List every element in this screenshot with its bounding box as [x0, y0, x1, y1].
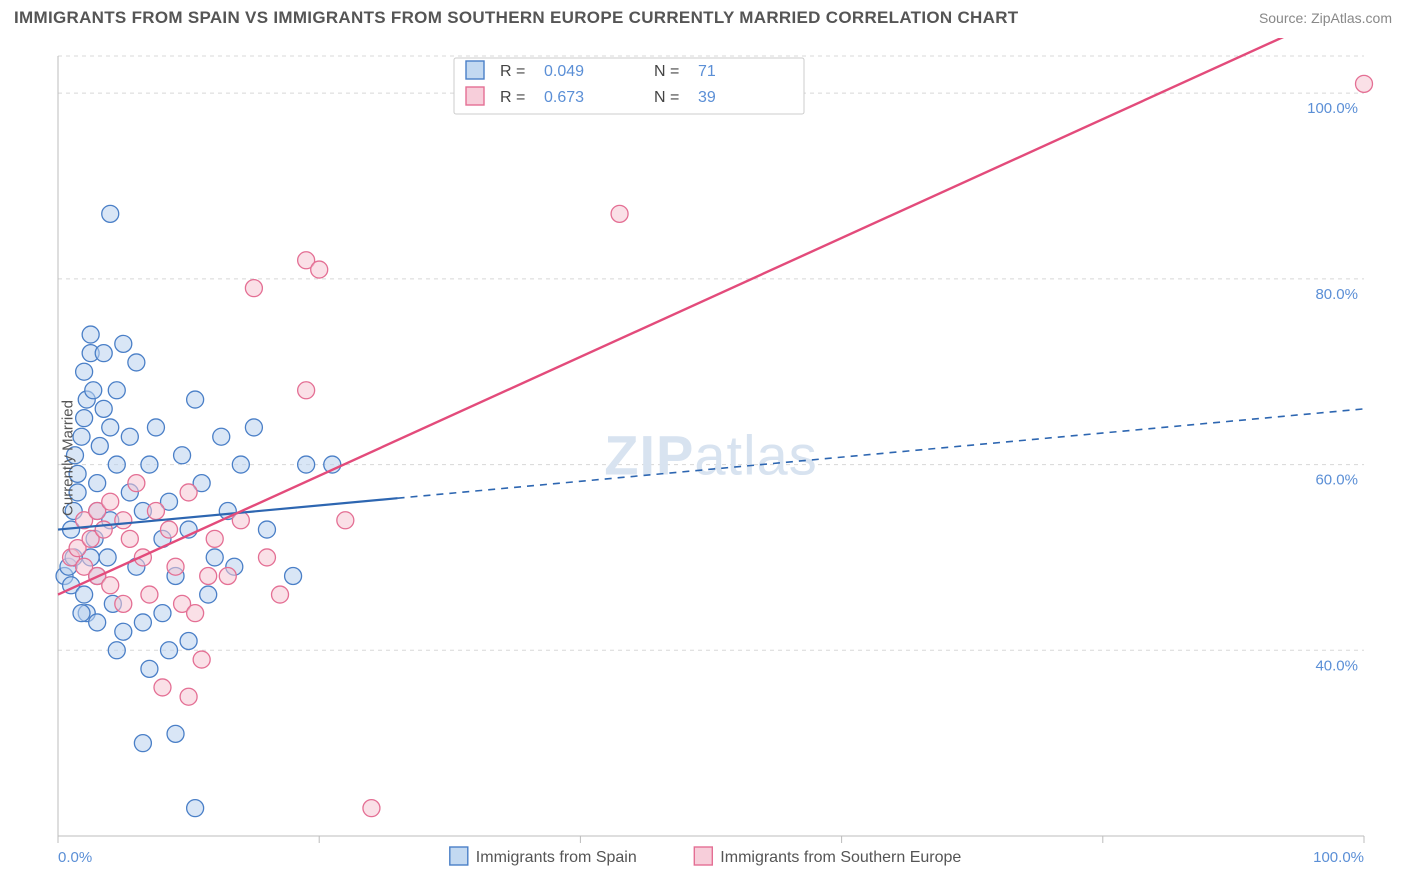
data-point — [200, 586, 217, 603]
data-point — [193, 651, 210, 668]
data-point — [102, 493, 119, 510]
data-point — [134, 614, 151, 631]
data-point — [611, 205, 628, 222]
svg-text:100.0%: 100.0% — [1307, 100, 1358, 117]
correlation-chart: 40.0% 60.0% 80.0% 100.0% 0.0% 100.0% ZIPatlas R… — [14, 38, 1392, 878]
data-point — [272, 586, 289, 603]
data-point — [363, 800, 380, 817]
data-point — [95, 400, 112, 417]
data-point — [311, 261, 328, 278]
data-point — [180, 633, 197, 650]
data-point — [141, 456, 158, 473]
chart-header: IMMIGRANTS FROM SPAIN VS IMMIGRANTS FROM… — [0, 0, 1406, 34]
data-point — [115, 595, 132, 612]
data-point — [115, 623, 132, 640]
data-point — [161, 642, 178, 659]
data-point — [134, 735, 151, 752]
data-point — [154, 679, 171, 696]
data-point — [245, 419, 262, 436]
data-point — [167, 558, 184, 575]
svg-text:R =: R = — [500, 89, 525, 106]
svg-text:80.0%: 80.0% — [1315, 286, 1358, 303]
data-point — [161, 521, 178, 538]
data-point — [89, 475, 106, 492]
data-point — [180, 688, 197, 705]
data-point — [89, 614, 106, 631]
legend-label: Immigrants from Spain — [476, 849, 637, 866]
data-point — [180, 484, 197, 501]
svg-text:0.673: 0.673 — [544, 89, 584, 106]
legend-swatch — [694, 847, 712, 865]
data-point — [95, 345, 112, 362]
svg-text:0.0%: 0.0% — [58, 849, 92, 866]
data-point — [187, 800, 204, 817]
data-point — [128, 354, 145, 371]
data-point — [147, 503, 164, 520]
data-point — [298, 456, 315, 473]
data-point — [85, 382, 102, 399]
legend-swatch — [450, 847, 468, 865]
data-point — [245, 280, 262, 297]
data-point — [187, 391, 204, 408]
data-point — [219, 568, 236, 585]
svg-text:39: 39 — [698, 89, 716, 106]
data-point — [141, 586, 158, 603]
data-point — [154, 605, 171, 622]
data-point — [76, 363, 93, 380]
data-point — [76, 410, 93, 427]
data-point — [258, 521, 275, 538]
legend-label: Immigrants from Southern Europe — [720, 849, 961, 866]
data-point — [102, 205, 119, 222]
chart-title: IMMIGRANTS FROM SPAIN VS IMMIGRANTS FROM… — [14, 8, 1018, 28]
svg-text:71: 71 — [698, 63, 716, 80]
data-point — [232, 456, 249, 473]
svg-text:100.0%: 100.0% — [1313, 849, 1364, 866]
data-point — [337, 512, 354, 529]
data-point — [147, 419, 164, 436]
data-point — [1356, 75, 1373, 92]
data-point — [285, 568, 302, 585]
svg-text:ZIPatlas: ZIPatlas — [604, 424, 817, 487]
chart-source: Source: ZipAtlas.com — [1259, 10, 1392, 26]
data-point — [73, 605, 90, 622]
data-point — [167, 725, 184, 742]
data-point — [206, 549, 223, 566]
data-point — [102, 419, 119, 436]
data-point — [91, 438, 108, 455]
data-point — [213, 428, 230, 445]
svg-text:40.0%: 40.0% — [1315, 657, 1358, 674]
svg-text:60.0%: 60.0% — [1315, 472, 1358, 489]
data-point — [82, 326, 99, 343]
chart-container: Currently Married 40.0% 60.0% 80.0% 100.0% 0… — [14, 38, 1392, 878]
data-point — [115, 335, 132, 352]
svg-text:R =: R = — [500, 63, 525, 80]
data-point — [121, 428, 138, 445]
data-point — [141, 660, 158, 677]
data-point — [128, 475, 145, 492]
data-point — [115, 512, 132, 529]
data-point — [108, 382, 125, 399]
data-point — [121, 530, 138, 547]
data-point — [108, 456, 125, 473]
y-axis-label: Currently Married — [59, 400, 76, 516]
data-point — [174, 447, 191, 464]
svg-text:0.049: 0.049 — [544, 63, 584, 80]
data-point — [102, 577, 119, 594]
data-point — [187, 605, 204, 622]
svg-text:N =: N = — [654, 89, 679, 106]
data-point — [99, 549, 116, 566]
data-point — [298, 382, 315, 399]
data-point — [108, 642, 125, 659]
data-point — [206, 530, 223, 547]
data-point — [258, 549, 275, 566]
svg-text:N =: N = — [654, 63, 679, 80]
data-point — [200, 568, 217, 585]
data-point — [95, 521, 112, 538]
data-point — [76, 586, 93, 603]
